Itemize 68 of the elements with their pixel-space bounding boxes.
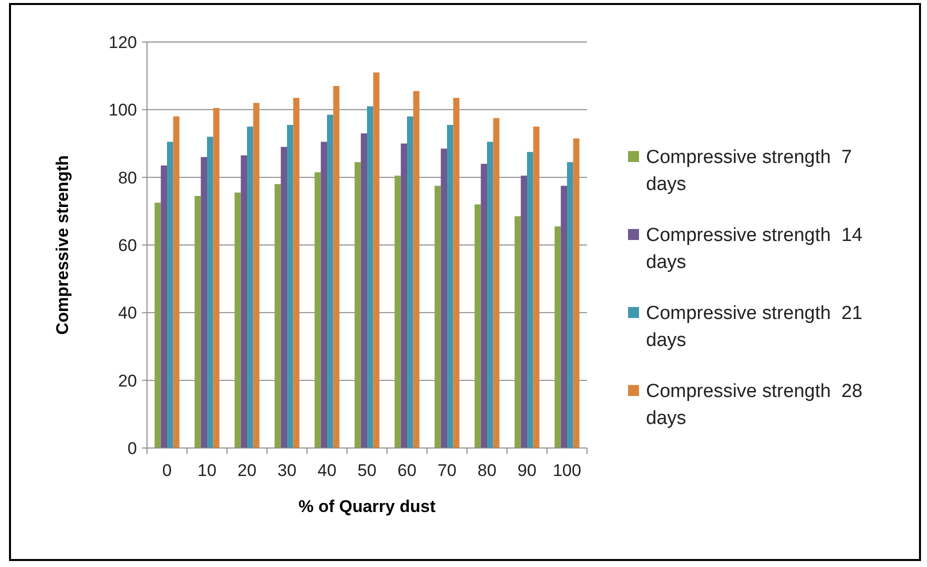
bar [434, 186, 441, 448]
bar [474, 204, 481, 448]
bar [253, 102, 260, 448]
bar [314, 172, 321, 448]
bar [274, 184, 281, 448]
bar [154, 202, 161, 448]
bar [367, 106, 374, 448]
bar [447, 124, 454, 448]
bar [333, 86, 340, 448]
bar [234, 192, 241, 448]
x-tick-label: 0 [162, 461, 172, 480]
bar [293, 98, 300, 448]
bar [533, 126, 540, 448]
bar [360, 133, 367, 448]
bar [440, 148, 447, 448]
bar [194, 196, 201, 448]
bar [527, 152, 534, 448]
x-tick-label: 40 [318, 461, 336, 480]
legend-label: Compressive strength 7 days [646, 147, 852, 195]
x-tick-label: 100 [552, 461, 582, 480]
bar [573, 138, 580, 448]
bar [493, 118, 500, 448]
y-tick-label: 60 [118, 236, 137, 255]
bar [373, 72, 380, 448]
bar [487, 142, 494, 448]
bar [287, 124, 294, 448]
bar [554, 226, 561, 448]
bar [167, 142, 174, 448]
bar [520, 176, 527, 448]
bar [400, 144, 407, 448]
bar [327, 114, 334, 448]
y-axis-title: Compressive strength [53, 155, 72, 335]
x-axis-title: % of Quarry dust [298, 497, 436, 516]
bar [480, 164, 487, 448]
bar [413, 91, 420, 448]
y-tick-label: 0 [128, 438, 137, 458]
y-tick-label: 20 [118, 371, 137, 390]
bar [280, 146, 287, 448]
y-tick-label: 80 [118, 168, 137, 188]
bar [514, 216, 521, 448]
x-tick-label: 80 [478, 461, 496, 480]
legend-label: Compressive strength 28 days [646, 381, 862, 429]
bar [160, 165, 167, 448]
x-tick-label: 90 [518, 461, 536, 480]
bar [213, 108, 220, 448]
legend-label: Compressive strength 21 days [646, 303, 862, 351]
legend-label: Compressive strength 14 days [646, 225, 863, 273]
x-tick-label: 50 [358, 461, 376, 480]
x-tick-label: 30 [278, 461, 296, 480]
y-tick-label: 100 [108, 100, 137, 120]
bar [567, 162, 574, 448]
bar [207, 136, 214, 448]
y-tick-label: 120 [108, 32, 137, 52]
bar [200, 157, 207, 448]
bar [247, 126, 254, 448]
bar [320, 142, 327, 448]
bar [453, 98, 460, 448]
bar [560, 186, 567, 448]
y-tick-label: 40 [118, 304, 137, 323]
bar [240, 155, 247, 448]
x-tick-label: 20 [238, 461, 256, 480]
bar [173, 116, 180, 448]
x-tick-label: 70 [438, 461, 456, 480]
bar [354, 162, 361, 448]
x-tick-label: 60 [398, 461, 416, 480]
bar [394, 176, 401, 448]
bar [407, 116, 414, 448]
x-tick-label: 10 [198, 461, 216, 480]
